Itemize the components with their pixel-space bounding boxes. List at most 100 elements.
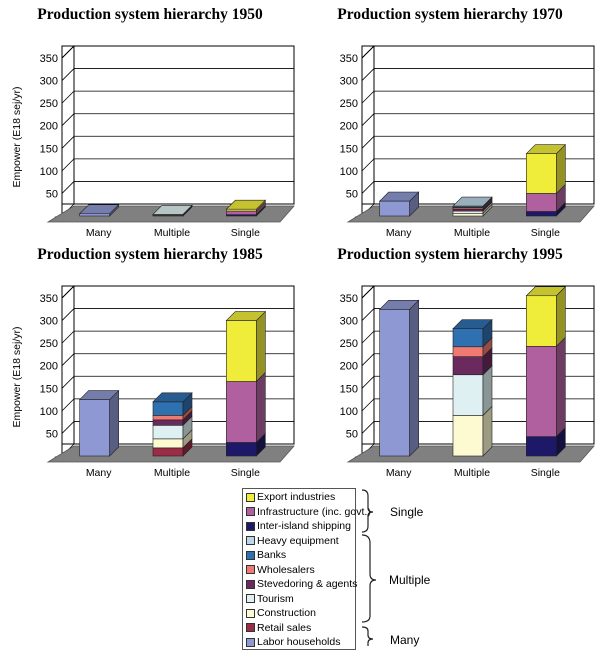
y-tick-label: 300 (40, 76, 58, 88)
legend-item: Heavy equipment (246, 534, 339, 548)
y-tick-label: 250 (340, 338, 358, 350)
bar-segment-top (225, 311, 267, 321)
x-tick-label: Multiple (154, 227, 190, 239)
y-tick-label: 150 (340, 383, 358, 395)
chart-back-wall (61, 45, 295, 205)
bar-segment-front (452, 210, 484, 214)
brace-many (361, 626, 374, 646)
legend-swatch (246, 594, 255, 603)
legend-item: Export industries (246, 490, 335, 504)
legend-group-many: Many (390, 633, 420, 647)
y-tick-label: 200 (40, 121, 58, 133)
gridline-side (61, 136, 75, 149)
y-tick-label: 350 (340, 293, 358, 305)
x-tick-label: Many (386, 227, 412, 239)
legend-swatch (246, 579, 255, 589)
bar-segment-top (378, 299, 420, 310)
legend-item: Labor households (246, 635, 340, 649)
legend-swatch (246, 550, 255, 560)
legend-label: Retail sales (257, 621, 312, 634)
y-tick-label: 300 (40, 316, 58, 328)
bar-segment-front (152, 415, 184, 421)
y-axis-title: Empower (E18 sej/yr) (11, 327, 23, 428)
bar-segment-top (525, 144, 567, 155)
gridline-side (361, 330, 375, 344)
y-axis-title: Empower (E18 sej/yr) (11, 87, 23, 188)
bar-segment-side (409, 299, 419, 457)
bar-segment-front (152, 419, 184, 426)
legend-label: Export industries (257, 491, 336, 503)
gridline-side (61, 398, 75, 412)
gridline-side (361, 421, 375, 434)
legend-item: Banks (246, 548, 286, 562)
gridline-side (361, 136, 375, 149)
bar-segment-front (379, 200, 410, 217)
gridline-side (61, 68, 75, 81)
legend-group-single: Single (390, 505, 424, 519)
legend-swatch (246, 637, 255, 647)
gridline-side (361, 376, 375, 389)
bar-segment-top (452, 319, 493, 329)
bar-segment-top (378, 191, 420, 202)
gridline-side (361, 158, 375, 172)
chart-panel-1970: Production system hierarchy 1970 -501001… (300, 0, 600, 240)
chart-title: Production system hierarchy 1970 (337, 6, 563, 23)
x-tick-label: Multiple (154, 467, 190, 479)
brace-single (361, 489, 374, 533)
gridline-side (61, 330, 75, 344)
gridline-side (361, 308, 375, 321)
bar-segment-front (79, 399, 110, 457)
bar-segment-top (452, 196, 493, 207)
legend-label: Inter-island shipping (257, 520, 351, 532)
top-side-line (61, 285, 75, 299)
legend-label: Heavy equipment (257, 534, 339, 547)
top-side-line (361, 45, 375, 59)
gridline-side (61, 158, 75, 172)
bar-segment-front (452, 356, 484, 376)
bar-segment-front (452, 346, 484, 357)
legend-swatch (246, 608, 255, 618)
bar-segment-front (226, 381, 257, 443)
legend-swatch (246, 623, 255, 632)
chart-title: Production system hierarchy 1985 (37, 246, 263, 263)
y-tick-label: 350 (40, 53, 58, 65)
gridline-side (61, 90, 75, 104)
bar-segment-front (526, 295, 557, 347)
bar-segment-front (152, 425, 184, 440)
y-tick-label: 300 (340, 316, 358, 328)
bar-segment-front (379, 308, 410, 457)
bar-segment-front (226, 442, 257, 457)
legend-swatch (246, 507, 255, 516)
bar-segment-front (79, 213, 110, 217)
bar-segment-front (526, 436, 557, 457)
bar-segment-front (526, 153, 557, 194)
y-tick-label: 250 (340, 98, 358, 110)
legend-item: Stevedoring & agents (246, 577, 357, 591)
bar-segment-side (256, 371, 266, 444)
legend-swatch (246, 521, 255, 531)
gridline-side (361, 353, 375, 366)
legend-item: Tourism (246, 592, 294, 606)
x-tick-label: Many (386, 467, 412, 479)
x-tick-label: Many (86, 467, 112, 479)
legend-swatch (246, 565, 255, 574)
legend-label: Wholesalers (257, 563, 315, 576)
bar-segment-front (452, 415, 484, 457)
y-tick-label: 50 (46, 428, 58, 440)
gridline-side (61, 421, 75, 434)
bar-segment-top (525, 286, 567, 297)
y-tick-label: 100 (40, 166, 58, 178)
legend-item: Infrastructure (inc. govt.) (246, 505, 371, 519)
y-tick-label: 100 (40, 406, 58, 418)
y-tick-label: 250 (40, 338, 58, 350)
chart-panel-1995: Production system hierarchy 1995 -501001… (300, 240, 600, 480)
x-tick-label: Single (531, 227, 560, 239)
bar-segment-front (152, 401, 184, 416)
x-tick-label: Single (231, 467, 260, 479)
x-tick-label: Single (531, 467, 560, 479)
y-tick-label: 350 (340, 53, 358, 65)
